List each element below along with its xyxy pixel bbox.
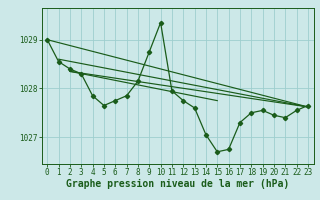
- X-axis label: Graphe pression niveau de la mer (hPa): Graphe pression niveau de la mer (hPa): [66, 179, 289, 189]
